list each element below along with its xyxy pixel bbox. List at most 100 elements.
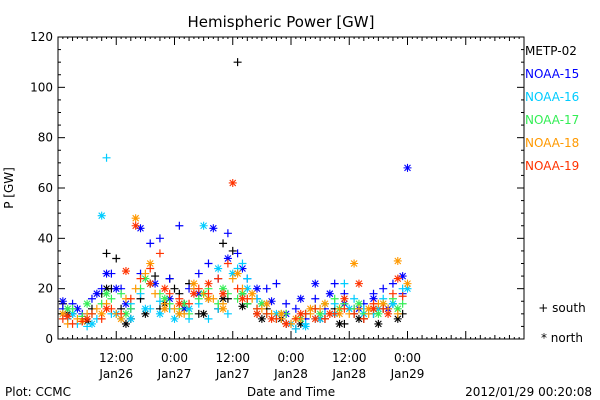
south-point (350, 294, 359, 303)
y-tick-label: 40 (38, 231, 53, 245)
north-point (393, 256, 402, 265)
north-point (354, 299, 363, 308)
north-point (340, 294, 349, 303)
footer-left: Plot: CCMC (5, 385, 71, 399)
south-point (175, 221, 184, 230)
north-point (228, 178, 237, 187)
north-point (209, 224, 218, 233)
north-point (189, 289, 198, 298)
south-point (87, 294, 96, 303)
north-point (257, 299, 266, 308)
south-point (311, 304, 320, 313)
north-point (155, 309, 164, 318)
south-point (165, 289, 174, 298)
north-point (117, 314, 126, 323)
north-point (354, 314, 363, 323)
south-point (228, 246, 237, 255)
north-point (180, 299, 189, 308)
north-point (403, 279, 412, 288)
north-point (151, 279, 160, 288)
south-point (194, 269, 203, 278)
south-point (219, 239, 228, 248)
north-point (112, 284, 121, 293)
north-point (238, 302, 247, 311)
north-point (121, 309, 130, 318)
north-point (219, 294, 228, 303)
north-point (63, 304, 72, 313)
x-tick-label-time: 12:00 (99, 351, 134, 365)
south-point (146, 264, 155, 273)
south-point (185, 299, 194, 308)
north-point (238, 289, 247, 298)
north-point (296, 319, 305, 328)
legend: METP-02 NOAA-15 NOAA-16 NOAA-17 NOAA-18 NOAA-… (525, 44, 579, 173)
south-point (194, 294, 203, 303)
north-point (267, 314, 276, 323)
y-axis-label: P [GW] (2, 167, 16, 209)
south-point (233, 284, 242, 293)
south-point (204, 314, 213, 323)
north-point (102, 269, 111, 278)
south-point (340, 304, 349, 313)
north-point (175, 309, 184, 318)
south-point (359, 314, 368, 323)
north-point (350, 259, 359, 268)
north-point (316, 309, 325, 318)
north-point (320, 299, 329, 308)
south-point (291, 314, 300, 323)
south-point (398, 292, 407, 301)
north-point (68, 309, 77, 318)
south-point (272, 279, 281, 288)
north-point (393, 274, 402, 283)
north-point (83, 299, 92, 308)
north-point (403, 284, 412, 293)
series-metp-02 (58, 58, 407, 333)
legend-entry-noaa-19: NOAA-19 (525, 159, 579, 173)
north-point (87, 319, 96, 328)
legend-entry-noaa-16: NOAA-16 (525, 90, 579, 104)
south-point (388, 289, 397, 298)
north-point (272, 309, 281, 318)
south-point (151, 272, 160, 281)
north-point (170, 314, 179, 323)
north-point (393, 304, 402, 313)
north-point (199, 221, 208, 230)
north-point (248, 289, 257, 298)
north-point (214, 264, 223, 273)
north-point (253, 284, 262, 293)
legend-entry-noaa-18: NOAA-18 (525, 136, 579, 150)
south-point (170, 304, 179, 313)
north-point (253, 309, 262, 318)
y-tick-label: 120 (30, 30, 53, 44)
north-point (374, 304, 383, 313)
north-point (335, 309, 344, 318)
north-point (83, 314, 92, 323)
north-point (63, 312, 72, 321)
south-point (233, 58, 242, 67)
y-tick-label: 100 (30, 80, 53, 94)
north-point (131, 221, 140, 230)
north-point (102, 304, 111, 313)
north-point (223, 254, 232, 263)
north-point (277, 309, 286, 318)
x-tick-label-time: 12:00 (332, 351, 367, 365)
south-point (102, 153, 111, 162)
south-point (223, 309, 232, 318)
south-point (107, 294, 116, 303)
north-point (267, 297, 276, 306)
north-point (354, 279, 363, 288)
south-point (165, 274, 174, 283)
south-point (68, 319, 77, 328)
north-point (335, 319, 344, 328)
north-point (204, 279, 213, 288)
south-point (350, 309, 359, 318)
south-point (379, 284, 388, 293)
north-point (379, 299, 388, 308)
north-point (364, 304, 373, 313)
south-point (117, 289, 126, 298)
south-point (262, 309, 271, 318)
south-point (291, 304, 300, 313)
south-point (117, 309, 126, 318)
north-point (73, 304, 82, 313)
south-point (151, 289, 160, 298)
